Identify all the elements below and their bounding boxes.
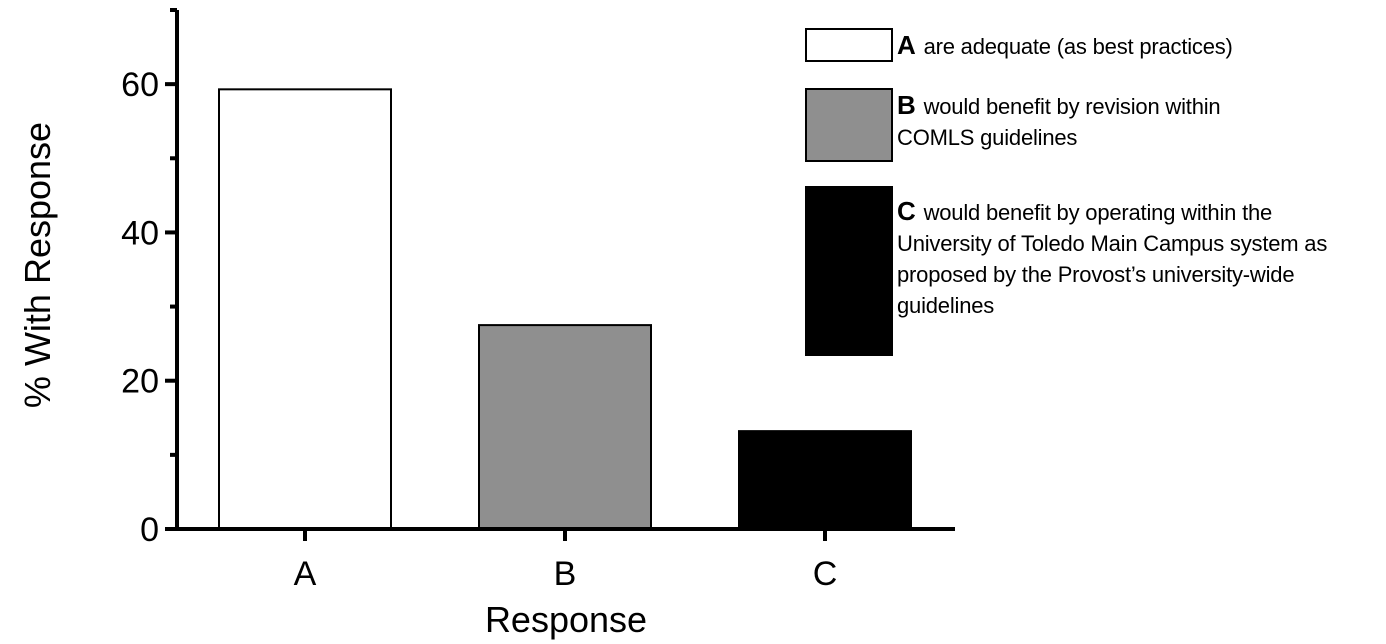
y-tick-label: 20	[121, 363, 159, 401]
legend-swatch-c	[805, 186, 893, 356]
legend-label-c: would benefit by operating within the Un…	[897, 200, 1328, 318]
bar-c	[738, 430, 912, 531]
legend-letter-a: A	[897, 30, 916, 60]
y-axis-ticks: 0 20 40 60	[121, 8, 177, 549]
legend-letter-b: B	[897, 90, 916, 120]
legend-label-a: are adequate (as best practices)	[923, 34, 1233, 59]
y-tick-label: 60	[121, 66, 159, 104]
legend-label-b: would benefit by revision within COMLS g…	[897, 94, 1221, 150]
y-axis-label: % With Response	[17, 122, 58, 408]
x-axis-label: Response	[485, 599, 647, 640]
legend-letter-c: C	[897, 196, 916, 226]
bar-a	[218, 88, 392, 530]
legend-swatch-a	[805, 28, 893, 62]
bar-b	[478, 324, 652, 530]
x-tick-label: C	[813, 555, 838, 593]
x-tick-label: B	[554, 555, 577, 593]
x-tick-label: A	[294, 555, 317, 593]
y-tick-label: 0	[140, 511, 159, 549]
x-axis-ticks: A B C	[294, 529, 838, 593]
legend-swatch-b	[805, 88, 893, 162]
y-tick-label: 40	[121, 214, 159, 252]
